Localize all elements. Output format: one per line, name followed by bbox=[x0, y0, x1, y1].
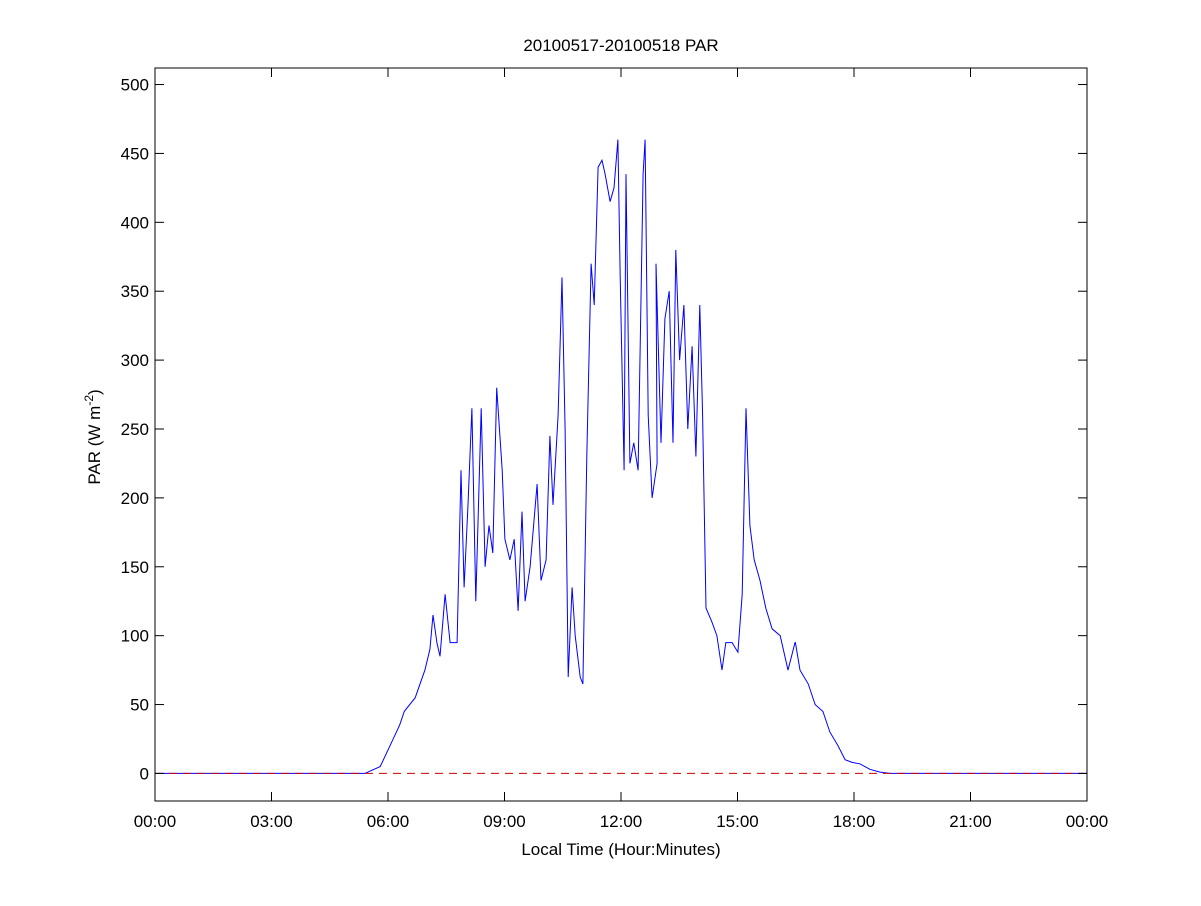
y-axis: 0 50 100 150 200 250 300 350 400 450 500 bbox=[121, 76, 1087, 783]
x-tick-label: 06:00 bbox=[367, 812, 410, 831]
y-tick-label: 500 bbox=[121, 76, 149, 95]
y-tick-label: 300 bbox=[121, 351, 149, 370]
x-tick-label: 00:00 bbox=[134, 812, 177, 831]
x-axis: 00:00 03:00 06:00 09:00 12:00 15:00 18:00 21:00… bbox=[134, 68, 1109, 831]
y-axis-label: PAR (W m-2) bbox=[82, 389, 104, 484]
y-axis-label-suffix: ) bbox=[85, 389, 104, 395]
x-tick-label: 18:00 bbox=[833, 812, 876, 831]
x-axis-label: Local Time (Hour:Minutes) bbox=[521, 840, 720, 859]
y-tick-label: 350 bbox=[121, 282, 149, 301]
y-tick-label: 150 bbox=[121, 558, 149, 577]
y-tick-label: 50 bbox=[130, 696, 149, 715]
y-tick-label: 400 bbox=[121, 213, 149, 232]
y-tick-label: 100 bbox=[121, 627, 149, 646]
x-tick-label: 12:00 bbox=[600, 812, 643, 831]
chart-title: 20100517-20100518 PAR bbox=[523, 36, 718, 55]
x-tick-label: 00:00 bbox=[1066, 812, 1109, 831]
x-tick-label: 03:00 bbox=[250, 812, 293, 831]
axes-box bbox=[154, 67, 1088, 802]
x-tick-label: 15:00 bbox=[716, 812, 759, 831]
y-axis-label-superscript: -2 bbox=[82, 395, 96, 406]
x-tick-label: 09:00 bbox=[483, 812, 526, 831]
y-tick-label: 0 bbox=[140, 764, 149, 783]
y-tick-label: 200 bbox=[121, 489, 149, 508]
y-axis-label-main: PAR (W m bbox=[85, 406, 104, 485]
x-tick-label: 21:00 bbox=[949, 812, 992, 831]
par-series-line bbox=[155, 139, 1087, 774]
y-tick-label: 250 bbox=[121, 420, 149, 439]
y-tick-label: 450 bbox=[121, 144, 149, 163]
plot-area bbox=[155, 139, 1087, 774]
